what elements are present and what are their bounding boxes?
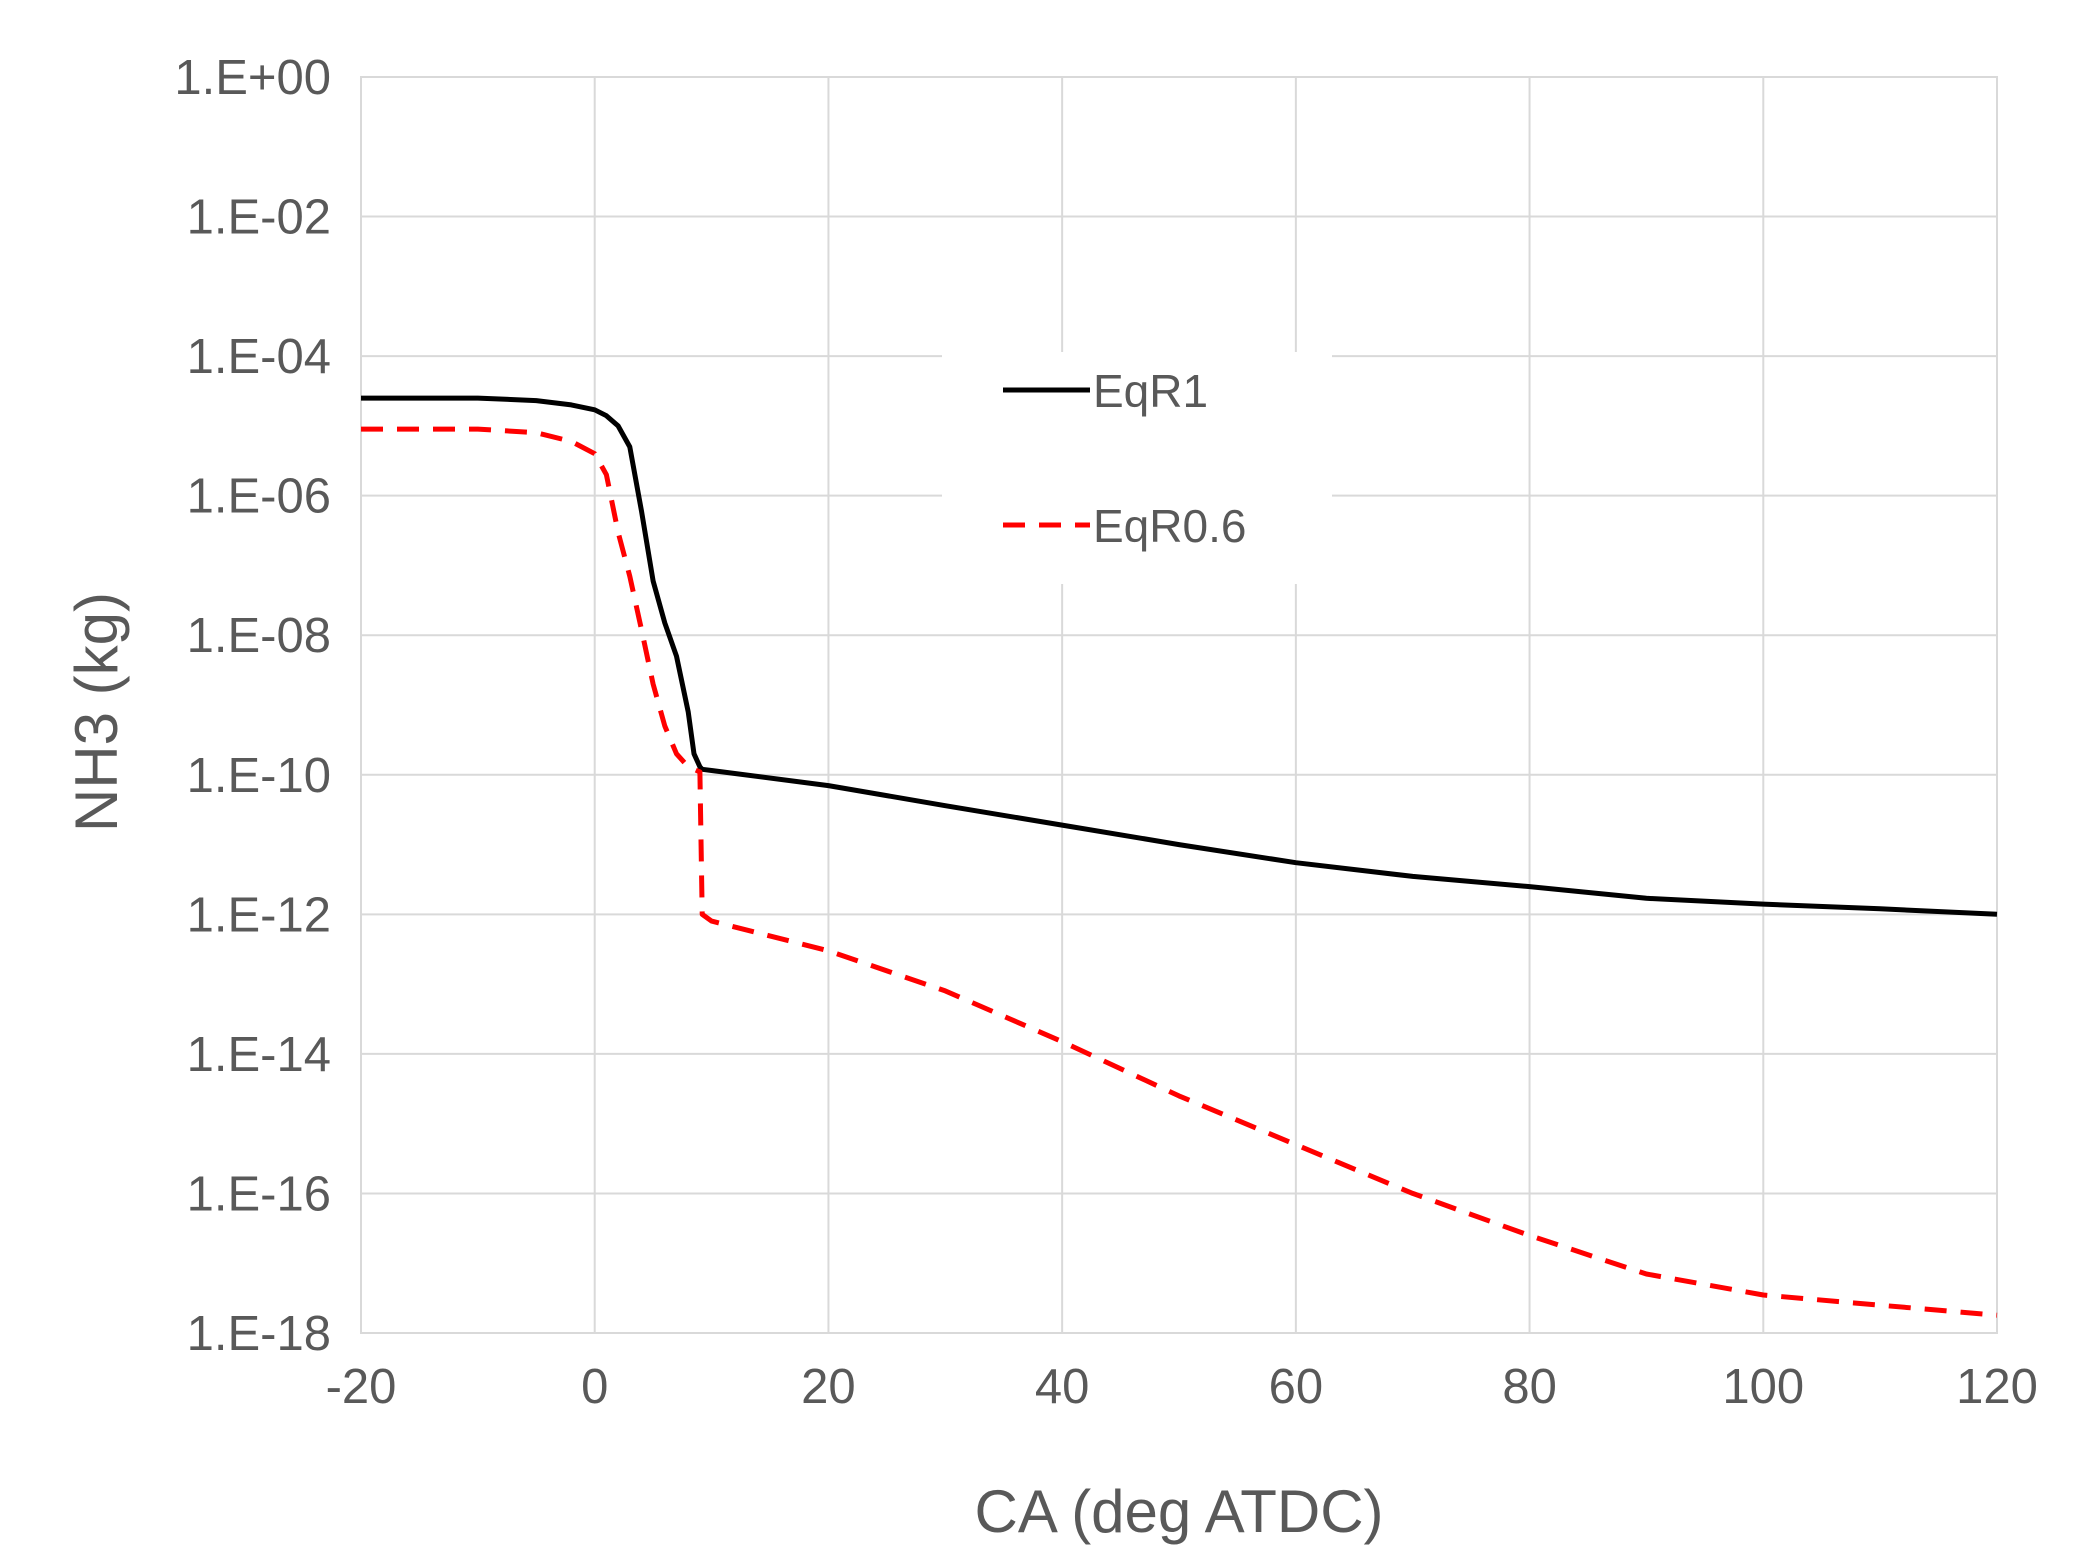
x-tick-label: 0: [581, 1360, 608, 1414]
grid-lines: [360, 76, 1998, 1334]
y-tick-label: 1.E-06: [187, 470, 331, 524]
y-tick-label: 1.E-12: [187, 888, 331, 942]
y-tick-label: 1.E-18: [187, 1307, 331, 1361]
x-tick-label: 80: [1502, 1360, 1557, 1414]
x-axis-title: CA (deg ATDC): [974, 1478, 1383, 1545]
y-axis-title: NH3 (kg): [63, 592, 130, 832]
series-line-eqr0-6: [361, 426, 1998, 1318]
x-tick-label: 100: [1722, 1360, 1804, 1414]
x-tick-label: 40: [1035, 1360, 1090, 1414]
y-tick-label: 1.E+00: [174, 51, 331, 105]
series-lines: [361, 395, 1998, 1318]
x-tick-label: 20: [801, 1360, 856, 1414]
x-tick-label: 60: [1269, 1360, 1324, 1414]
series-line-eqr1: [361, 395, 1998, 917]
y-tick-label: 1.E-14: [187, 1028, 331, 1082]
x-tick-label: 120: [1956, 1360, 2038, 1414]
y-tick-label: 1.E-04: [187, 330, 331, 384]
y-tick-label: 1.E-02: [187, 191, 331, 245]
y-tick-label: 1.E-16: [187, 1167, 331, 1221]
legend-label-eqr1: EqR1: [1093, 365, 1208, 417]
plot-area: [360, 76, 1998, 1334]
legend-label-eqr0-6: EqR0.6: [1093, 500, 1246, 552]
y-tick-label: 1.E-08: [187, 609, 331, 663]
x-tick-label: -20: [326, 1360, 397, 1414]
tick-labels: 1.E+00 1.E-02 1.E-04 1.E-06 1.E-08 1.E-10 1.E-…: [174, 51, 2038, 1414]
y-tick-label: 1.E-10: [187, 749, 331, 803]
